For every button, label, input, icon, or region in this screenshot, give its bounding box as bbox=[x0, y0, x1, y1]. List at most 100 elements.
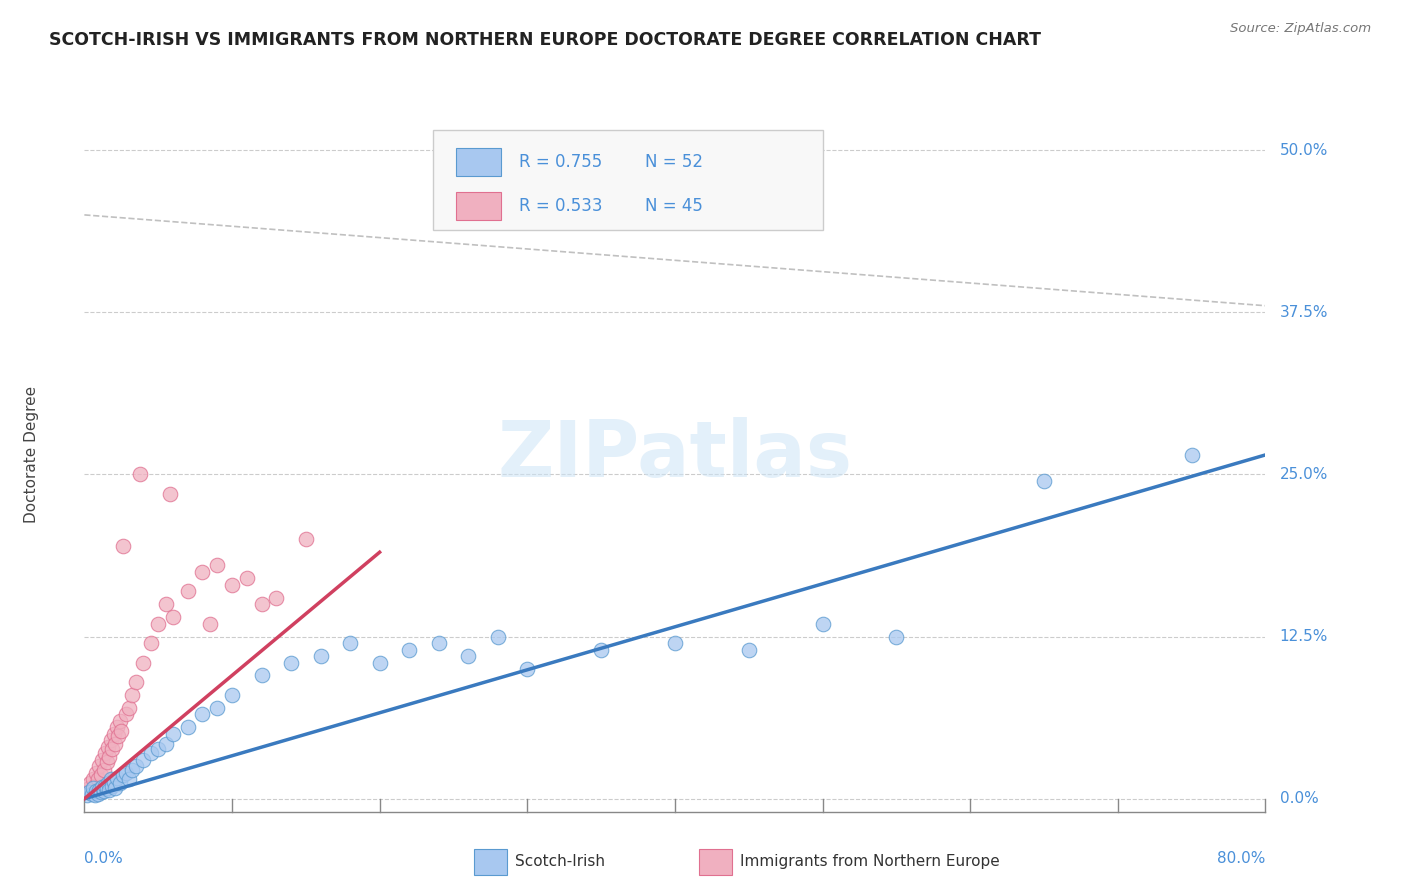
Point bbox=[148, 616, 170, 631]
Point bbox=[1032, 474, 1054, 488]
Point bbox=[96, 781, 118, 796]
Text: N = 45: N = 45 bbox=[645, 197, 703, 215]
Point bbox=[205, 701, 228, 715]
Text: SCOTCH-IRISH VS IMMIGRANTS FROM NORTHERN EUROPE DOCTORATE DEGREE CORRELATION CHA: SCOTCH-IRISH VS IMMIGRANTS FROM NORTHERN… bbox=[49, 31, 1042, 49]
Point bbox=[76, 785, 98, 799]
Point bbox=[108, 776, 131, 790]
Point bbox=[103, 775, 125, 789]
Point bbox=[235, 571, 259, 585]
Point bbox=[118, 701, 141, 715]
Point bbox=[221, 688, 243, 702]
FancyBboxPatch shape bbox=[433, 130, 823, 230]
Point bbox=[155, 737, 177, 751]
Text: Immigrants from Northern Europe: Immigrants from Northern Europe bbox=[740, 855, 1000, 869]
Point bbox=[129, 467, 152, 482]
Point bbox=[886, 630, 908, 644]
Point bbox=[87, 759, 111, 773]
Point bbox=[96, 756, 118, 770]
Point bbox=[114, 765, 136, 780]
Point bbox=[155, 597, 177, 611]
Text: 12.5%: 12.5% bbox=[1279, 629, 1327, 644]
Text: 80.0%: 80.0% bbox=[1218, 851, 1265, 866]
Point bbox=[295, 533, 318, 547]
Point bbox=[91, 780, 114, 794]
Point bbox=[516, 662, 538, 676]
Point bbox=[79, 776, 101, 790]
Point bbox=[93, 784, 115, 798]
Point bbox=[309, 648, 332, 663]
Text: 25.0%: 25.0% bbox=[1279, 467, 1327, 482]
Point bbox=[93, 763, 115, 777]
Point bbox=[191, 565, 214, 579]
Point bbox=[221, 577, 243, 591]
Point bbox=[94, 747, 117, 761]
Point bbox=[80, 784, 103, 798]
Text: N = 52: N = 52 bbox=[645, 153, 703, 170]
Point bbox=[264, 591, 288, 605]
Text: 37.5%: 37.5% bbox=[1279, 305, 1329, 319]
Point bbox=[83, 788, 105, 802]
Point bbox=[139, 747, 162, 761]
Point bbox=[86, 772, 108, 787]
Point bbox=[104, 737, 127, 751]
Point bbox=[177, 584, 200, 599]
Point bbox=[97, 776, 120, 790]
Point bbox=[111, 539, 134, 553]
Point bbox=[101, 742, 124, 756]
Point bbox=[90, 768, 112, 782]
Point bbox=[100, 733, 122, 747]
Point bbox=[664, 636, 686, 650]
Point bbox=[104, 781, 127, 796]
Point bbox=[486, 630, 509, 644]
Point bbox=[80, 787, 103, 801]
Point bbox=[77, 785, 100, 799]
Point bbox=[125, 759, 148, 773]
Point bbox=[339, 636, 361, 650]
Text: Scotch-Irish: Scotch-Irish bbox=[516, 855, 606, 869]
Text: 50.0%: 50.0% bbox=[1279, 143, 1327, 158]
Text: Doctorate Degree: Doctorate Degree bbox=[24, 386, 39, 524]
Point bbox=[101, 779, 124, 793]
Point bbox=[86, 787, 108, 801]
Point bbox=[98, 782, 121, 797]
Text: R = 0.533: R = 0.533 bbox=[519, 197, 603, 215]
Point bbox=[82, 781, 104, 796]
Point bbox=[368, 656, 391, 670]
Point bbox=[398, 642, 420, 657]
Point bbox=[84, 784, 107, 798]
Point bbox=[90, 785, 112, 799]
Point bbox=[105, 771, 128, 785]
Point bbox=[132, 753, 155, 767]
Point bbox=[108, 714, 131, 728]
Point bbox=[159, 487, 181, 501]
Point bbox=[738, 642, 761, 657]
Point bbox=[87, 782, 111, 797]
Point bbox=[94, 779, 117, 793]
Point bbox=[105, 720, 128, 734]
Point bbox=[76, 788, 98, 802]
Point bbox=[83, 779, 105, 793]
Text: Source: ZipAtlas.com: Source: ZipAtlas.com bbox=[1230, 22, 1371, 36]
Point bbox=[110, 724, 132, 739]
Point bbox=[114, 707, 136, 722]
Point bbox=[457, 648, 479, 663]
Point bbox=[111, 768, 134, 782]
Point bbox=[162, 610, 184, 624]
Point bbox=[280, 656, 302, 670]
Point bbox=[125, 675, 148, 690]
Text: R = 0.755: R = 0.755 bbox=[519, 153, 602, 170]
Point bbox=[177, 720, 200, 734]
Point bbox=[97, 739, 120, 754]
Bar bbox=[474, 849, 508, 874]
Text: 0.0%: 0.0% bbox=[1279, 791, 1319, 806]
Point bbox=[250, 668, 273, 682]
Point bbox=[82, 772, 104, 787]
Text: ZIPatlas: ZIPatlas bbox=[498, 417, 852, 493]
Point bbox=[84, 765, 107, 780]
Point bbox=[811, 616, 834, 631]
Point bbox=[591, 642, 613, 657]
Point bbox=[77, 781, 100, 796]
Point bbox=[118, 772, 141, 787]
Point bbox=[250, 597, 273, 611]
Point bbox=[107, 730, 129, 744]
